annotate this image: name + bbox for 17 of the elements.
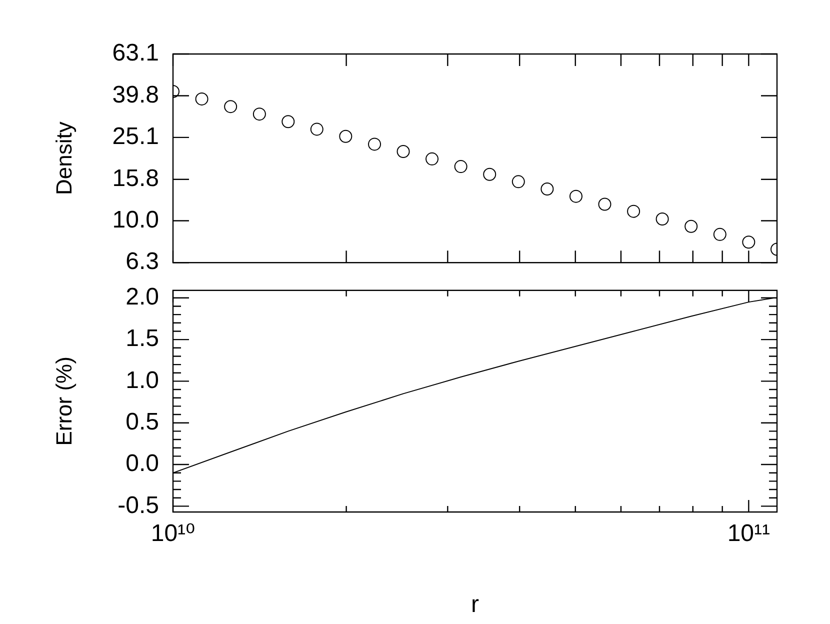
- y-tick-label: 2.0: [126, 284, 159, 311]
- y-tick-label: 63.1: [112, 40, 159, 67]
- y-axis-title: Density: [51, 122, 76, 195]
- y-tick-label: -0.5: [118, 492, 159, 519]
- x-tick-label: 10¹⁰: [150, 520, 196, 548]
- y-tick-label: 1.5: [126, 325, 159, 352]
- y-tick-label: 0.5: [126, 408, 159, 436]
- y-axis-title: Error (%): [51, 356, 76, 446]
- y-tick-label: 0.0: [126, 450, 159, 478]
- y-tick-label: 39.8: [112, 81, 159, 108]
- y-tick-label: 25.1: [112, 123, 159, 150]
- x-axis-title: r: [471, 591, 479, 618]
- y-tick-label: 15.8: [112, 164, 159, 192]
- y-tick-label: 6.3: [126, 248, 159, 276]
- x-tick-label: 10¹¹: [727, 520, 770, 548]
- y-tick-label: 10.0: [112, 206, 159, 234]
- y-tick-label: 1.0: [126, 366, 159, 394]
